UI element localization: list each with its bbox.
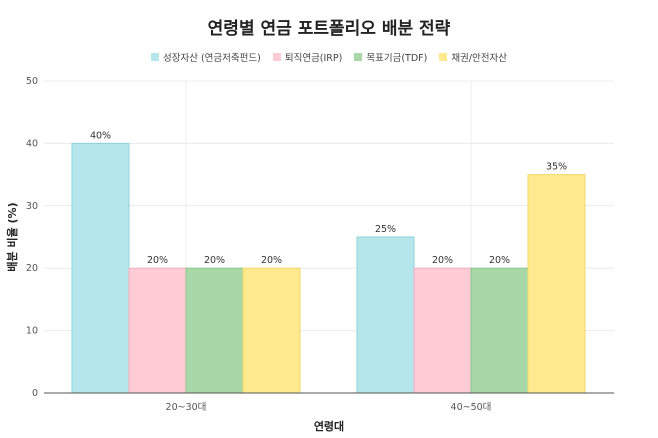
bar[interactable] bbox=[413, 267, 472, 394]
data-label: 20% bbox=[204, 255, 225, 266]
bar[interactable] bbox=[185, 267, 244, 394]
legend-swatch bbox=[151, 53, 159, 61]
bar[interactable] bbox=[128, 267, 187, 394]
bar[interactable] bbox=[242, 267, 301, 394]
data-label: 25% bbox=[375, 224, 396, 235]
y-tick-label: 10 bbox=[26, 326, 38, 337]
bar[interactable] bbox=[71, 142, 130, 394]
y-tick-label: 40 bbox=[26, 138, 38, 149]
x-axis-title: 연령대 bbox=[314, 419, 344, 433]
legend-swatch bbox=[272, 53, 281, 61]
bar[interactable] bbox=[470, 267, 529, 394]
legend-label: 채권/안전자산 bbox=[451, 53, 507, 64]
y-axis-title: 배분 비율 (%) bbox=[5, 202, 19, 271]
legend-item[interactable]: 퇴직연금(IRP) bbox=[272, 50, 343, 64]
legend-label: 퇴직연금(IRP) bbox=[284, 53, 343, 64]
y-tick-label: 50 bbox=[26, 76, 38, 87]
legend-item[interactable]: 채권/안전자산 bbox=[439, 50, 507, 64]
data-label: 20% bbox=[261, 255, 282, 266]
y-tick-label: 20 bbox=[26, 263, 38, 274]
y-tick-label: 0 bbox=[32, 388, 38, 399]
legend: 성장자산 (연금저축펀드) 퇴직연금(IRP) 목표기금(TDF) 채권/안전자산 bbox=[0, 50, 658, 64]
data-label: 20% bbox=[489, 255, 510, 266]
legend-item[interactable]: 목표기금(TDF) bbox=[354, 50, 427, 64]
bar[interactable] bbox=[356, 236, 415, 394]
legend-label: 목표기금(TDF) bbox=[366, 53, 428, 64]
chart-title: 연령별 연금 포트폴리오 배분 전략 bbox=[207, 19, 451, 39]
data-label: 40% bbox=[90, 130, 111, 141]
legend-item[interactable]: 성장자산 (연금저축펀드) bbox=[151, 50, 261, 64]
x-tick-label: 40~50대 bbox=[451, 402, 492, 413]
data-label: 20% bbox=[147, 255, 168, 266]
legend-swatch bbox=[354, 53, 363, 61]
data-label: 20% bbox=[432, 255, 453, 266]
y-tick-label: 30 bbox=[26, 201, 38, 212]
bar[interactable] bbox=[527, 174, 586, 394]
legend-swatch bbox=[439, 53, 448, 61]
legend-label: 성장자산 (연금저축펀드) bbox=[163, 53, 261, 64]
x-tick-label: 20~30대 bbox=[166, 402, 207, 413]
data-label: 35% bbox=[546, 162, 567, 173]
